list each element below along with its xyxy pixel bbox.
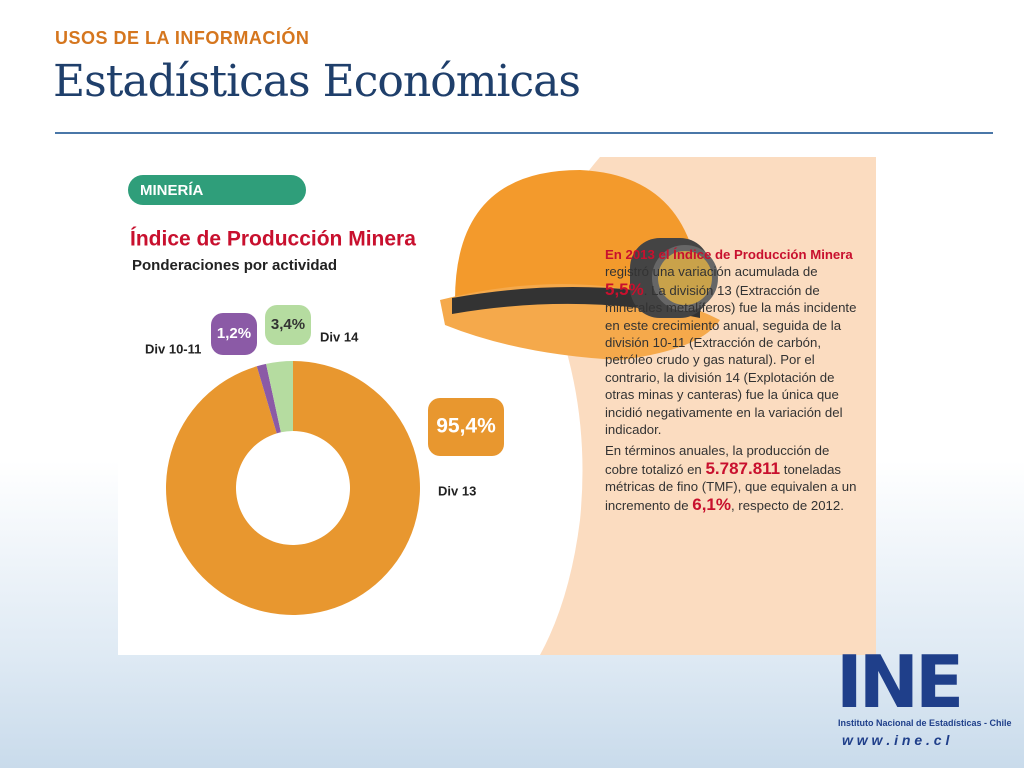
text: registró una variación acumulada de	[605, 264, 818, 280]
title-rule	[55, 132, 993, 134]
paragraph: En 2013 el Índice de Producción Minera r…	[605, 246, 857, 438]
helmet	[440, 170, 720, 360]
text: , respecto de 2012.	[730, 497, 844, 513]
highlight: 5.787.811	[705, 458, 781, 478]
value-label: 95,4%	[436, 415, 496, 438]
pie-slice	[256, 363, 281, 434]
text: toneladas métricas de fino (TMF), que eq…	[605, 461, 857, 513]
chart-subtitle: Ponderaciones por actividad	[132, 257, 337, 274]
category-label: Div 14	[320, 329, 359, 344]
slide-title: Estadísticas Económicas	[53, 56, 581, 107]
logo-mark: INE	[836, 640, 964, 724]
callout-bubble	[211, 313, 257, 355]
category-label: Div 13	[438, 483, 476, 498]
logo-name: Instituto Nacional de Estadísticas - Chi…	[838, 718, 1012, 728]
body-text: En 2013 el Índice de Producción Minera r…	[605, 246, 857, 518]
highlight: En 2013 el Índice de Producción Minera	[605, 247, 853, 262]
paragraph: En términos anuales, la producción de co…	[605, 442, 857, 514]
text: . La división 13 (Extracción de minerale…	[605, 282, 857, 438]
category-label: Div 10-11	[145, 341, 201, 356]
pie-slice	[165, 361, 420, 616]
value-label: 3,4%	[271, 316, 305, 333]
pie-slice	[266, 361, 293, 433]
tag-pill	[128, 175, 306, 205]
value-label: 1,2%	[217, 325, 251, 342]
highlight: 6,1%	[692, 494, 731, 514]
text: En términos anuales, la producción de co…	[605, 443, 830, 477]
callout-bubble	[428, 398, 504, 456]
tag: MINERÍA	[140, 182, 204, 199]
kicker: USOS DE LA INFORMACIÓN	[55, 28, 310, 48]
callout-bubble	[265, 305, 311, 345]
chart-title: Índice de Producción Minera	[130, 228, 416, 251]
logo-url: w w w . i n e . c l	[842, 732, 950, 748]
highlight: 5,5%	[605, 279, 644, 299]
